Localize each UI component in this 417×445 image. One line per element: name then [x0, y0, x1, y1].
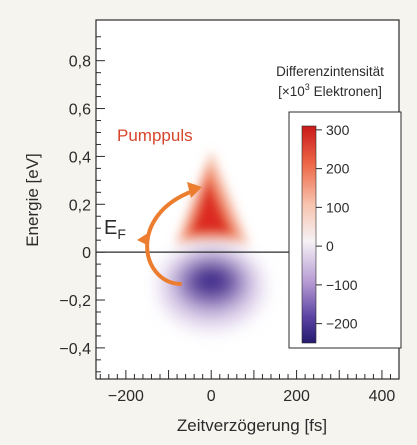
- colorbar-title-line1: Differenzintensität: [276, 64, 384, 79]
- x-tick-label: 0: [207, 388, 216, 405]
- y-axis-title: Energie [eV]: [23, 153, 42, 247]
- y-tick-label: 0: [82, 245, 91, 262]
- colorbar-tick-label: 100: [326, 199, 350, 215]
- y-tick-label: 0,2: [69, 197, 91, 214]
- colorbar-title-suffix: Elektronen]: [310, 84, 382, 99]
- y-tick-label: 0,4: [69, 149, 91, 166]
- x-axis-title: Zeitverzögerung [fs]: [177, 416, 327, 435]
- colorbar-tick-label: −100: [326, 277, 358, 293]
- y-tick-label: 0,8: [69, 54, 91, 71]
- colorbar-tick-label: 0: [326, 238, 334, 254]
- colorbar-bar: [301, 125, 317, 344]
- heatmap-layer: [159, 150, 264, 329]
- y-tick-label: 0,6: [69, 102, 91, 119]
- pump-pulse-label: Pumppuls: [117, 126, 193, 145]
- holes-blob: [159, 244, 264, 329]
- pump-arrow-head: [187, 182, 202, 198]
- y-tick-label: −0,2: [59, 293, 91, 310]
- colorbar-title-prefix: [×10: [278, 84, 305, 99]
- excited-electrons-blob: [175, 150, 250, 245]
- y-axis: −0,4 −0,2 0 0,2 0,4 0,6 0,8: [59, 36, 105, 373]
- x-axis: −200 0 200 400: [99, 370, 400, 405]
- fermi-arrow-head: [137, 233, 149, 246]
- fermi-level-label-sub: F: [117, 226, 126, 242]
- holes-core: [189, 264, 234, 297]
- colorbar-title-sup: 3: [305, 82, 310, 92]
- colorbar-tick-label: −200: [326, 316, 358, 332]
- colorbar-title-line2: [×103 Elektronen]: [278, 82, 382, 99]
- x-tick-label: 200: [283, 388, 310, 405]
- x-tick-label: 400: [369, 388, 396, 405]
- electrons-core: [190, 180, 232, 234]
- fermi-level-label: EF: [104, 217, 126, 242]
- colorbar-tick-label: 200: [326, 161, 350, 177]
- colorbar: 300 200 100 0 −100 −200 Differenzintensität […: [276, 64, 402, 349]
- fermi-level-label-main: E: [104, 217, 117, 239]
- x-tick-label: −200: [108, 388, 144, 405]
- y-tick-label: −0,4: [59, 341, 91, 358]
- colorbar-ticks: 300 200 100 0 −100 −200: [316, 122, 358, 332]
- colorbar-tick-label: 300: [326, 122, 350, 138]
- pump-arrow: [145, 189, 195, 286]
